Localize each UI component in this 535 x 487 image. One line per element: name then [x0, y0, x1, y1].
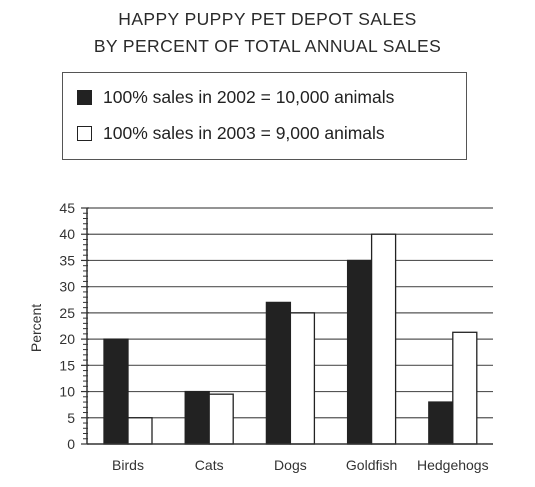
chart-subtitle: BY PERCENT OF TOTAL ANNUAL SALES — [93, 36, 442, 56]
y-tick-label: 25 — [59, 305, 75, 321]
legend-label-2002: 100% sales in 2002 = 10,000 animals — [103, 87, 395, 107]
axes — [81, 207, 493, 445]
bar-cats-2002 — [184, 390, 210, 445]
legend-swatch-2002 — [77, 90, 92, 105]
y-tick-label: 45 — [59, 200, 75, 216]
x-category-label: Birds — [112, 457, 144, 473]
y-tick-label: 5 — [67, 410, 75, 426]
y-tick-label: 40 — [59, 226, 75, 242]
bar-goldfish-2002 — [346, 259, 373, 445]
y-tick-labels: 0 5 10 15 20 25 30 35 40 45 — [59, 200, 75, 452]
bar-goldfish-2003 — [370, 233, 397, 445]
x-category-label: Cats — [195, 457, 224, 473]
bar-hedgehogs-2002 — [428, 401, 454, 445]
y-tick-label: 0 — [67, 436, 75, 452]
legend-item-2002: 100% sales in 2002 = 10,000 animals — [77, 87, 394, 108]
bar-dogs-2003 — [289, 312, 316, 445]
y-tick-label: 10 — [59, 384, 75, 400]
bar-dogs-2002 — [265, 301, 292, 445]
x-category-label: Hedgehogs — [417, 457, 489, 473]
bar-cats-2003 — [208, 393, 234, 445]
bar-hedgehogs-2003 — [452, 331, 478, 445]
bar-birds-2003 — [127, 417, 153, 445]
x-category-label: Dogs — [274, 457, 307, 473]
x-category-label: Goldfish — [346, 457, 397, 473]
bars — [103, 233, 478, 445]
y-tick-label: 35 — [59, 252, 75, 268]
y-tick-label: 15 — [59, 357, 75, 373]
chart-title: HAPPY PUPPY PET DEPOT SALES — [118, 9, 417, 29]
y-tick-label: 20 — [59, 331, 75, 347]
bar-birds-2002 — [103, 338, 129, 445]
legend-item-2003: 100% sales in 2003 = 9,000 animals — [77, 123, 385, 144]
legend: 100% sales in 2002 = 10,000 animals 100%… — [62, 72, 467, 160]
y-tick-label: 30 — [59, 279, 75, 295]
legend-label-2003: 100% sales in 2003 = 9,000 animals — [103, 123, 385, 143]
y-axis-title: Percent — [28, 304, 44, 352]
legend-swatch-2003 — [77, 126, 92, 141]
x-category-labels: Birds Cats Dogs Goldfish Hedgehogs — [112, 457, 489, 473]
